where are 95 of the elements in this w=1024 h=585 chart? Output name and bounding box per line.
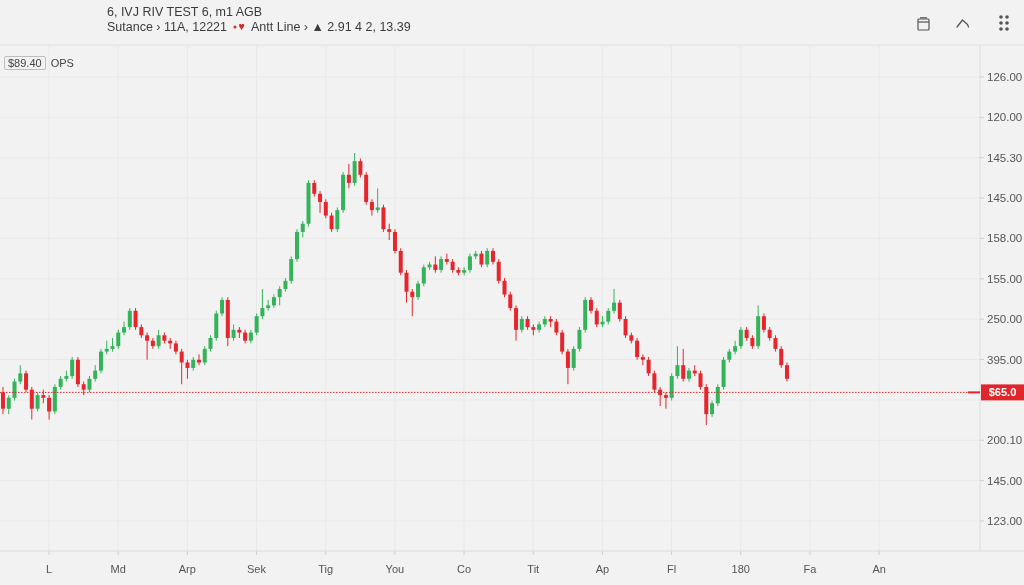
candlestick [346, 163, 351, 189]
text: 145.30 [987, 151, 1023, 164]
text: 395.00 [987, 353, 1023, 366]
candlestick [133, 307, 138, 331]
candlestick [761, 313, 766, 334]
text: 123.00 [987, 515, 1023, 528]
text: 200.10 [987, 434, 1023, 447]
candlestick [681, 348, 686, 383]
candlestick [784, 361, 789, 383]
candlestick [185, 359, 190, 380]
candlestick [318, 190, 323, 214]
text: 145.00 [987, 474, 1023, 487]
candlestick [537, 321, 542, 334]
candlestick [502, 277, 507, 298]
candlestick [410, 288, 415, 317]
candlestick [577, 326, 582, 353]
candlestick [733, 340, 738, 355]
candlestick [404, 269, 409, 304]
candlestick [369, 198, 374, 217]
x-tick-label: Tit [527, 562, 540, 575]
candlestick [127, 307, 132, 331]
candlestick [640, 353, 645, 366]
x-tick-label: Fl [667, 562, 677, 575]
candlestick [260, 288, 265, 320]
x-tick-label: Fa [803, 562, 818, 575]
text: 126.00 [987, 71, 1023, 84]
candlestick [47, 394, 52, 421]
candlestick [150, 337, 155, 350]
candlestick [18, 364, 23, 385]
candlestick [392, 228, 397, 255]
candlestick [635, 337, 640, 361]
x-tick-label: L [45, 562, 53, 575]
x-tick-label: You [385, 562, 405, 575]
candlestick [179, 348, 184, 385]
candlestick [329, 212, 334, 233]
candlestick [145, 332, 150, 361]
candlestick [571, 345, 576, 372]
candlestick [496, 258, 501, 285]
candlestick [375, 187, 380, 214]
candlestick [738, 326, 743, 350]
text: $65.0 [988, 386, 1017, 399]
candlestick [542, 315, 547, 328]
text: Sutance › 11A, 12221 Antt Line › ▲ 2.91 4 2, 13.39 [107, 20, 411, 34]
candlestick [323, 198, 328, 219]
candlestick [98, 348, 103, 374]
candlestick [675, 345, 680, 380]
candlestick [485, 247, 490, 268]
candlestick [12, 378, 17, 402]
x-tick-label: Ap [595, 562, 610, 575]
candlestick [398, 247, 403, 276]
candlestick [669, 372, 674, 402]
candlestick [381, 204, 386, 233]
text: 158.00 [987, 232, 1023, 245]
candlestick [116, 329, 121, 350]
candlestick [416, 280, 421, 301]
candlestick [779, 345, 784, 369]
candlestick [358, 157, 363, 178]
x-tick-label: Md [110, 562, 126, 575]
candlestick [421, 264, 426, 287]
candlestick [220, 296, 225, 317]
candlestick [646, 356, 651, 377]
candlestick [35, 391, 40, 412]
candlestick [617, 299, 622, 323]
candlestick [514, 304, 519, 342]
x-tick-label: Tig [318, 562, 334, 575]
candlestick [122, 321, 127, 336]
candlestick [594, 307, 599, 328]
candlestick [335, 206, 340, 233]
candlestick [289, 255, 294, 285]
candlestick [560, 329, 565, 355]
candlestick [623, 315, 628, 339]
candlestick [6, 394, 11, 415]
text: 250.00 [987, 313, 1023, 326]
candlestick [565, 348, 570, 385]
candlestick [254, 313, 259, 336]
x-tick-label: 180 [731, 562, 750, 575]
candlestick [467, 253, 472, 274]
candlestick [612, 288, 617, 315]
candlestick [277, 285, 282, 306]
candlestick [698, 370, 703, 391]
candlestick [508, 291, 513, 312]
candlestick [352, 152, 357, 187]
text: $89.40 OPS [7, 56, 74, 70]
text: 120.00 [987, 111, 1023, 124]
x-tick-label: Sek [247, 562, 267, 575]
candlestick [202, 345, 207, 366]
x-tick-label: Arp [178, 562, 196, 575]
text: 145.00 [987, 192, 1023, 205]
candlestick [156, 329, 161, 350]
chart-title: 6, IVJ RIV TEST 6, m1 AGB [107, 5, 263, 19]
x-tick-label: An [872, 562, 886, 575]
text: 155.00 [987, 272, 1023, 285]
candlestick [70, 356, 75, 380]
candlestick [444, 253, 449, 266]
x-tick-label: Co [457, 562, 472, 575]
